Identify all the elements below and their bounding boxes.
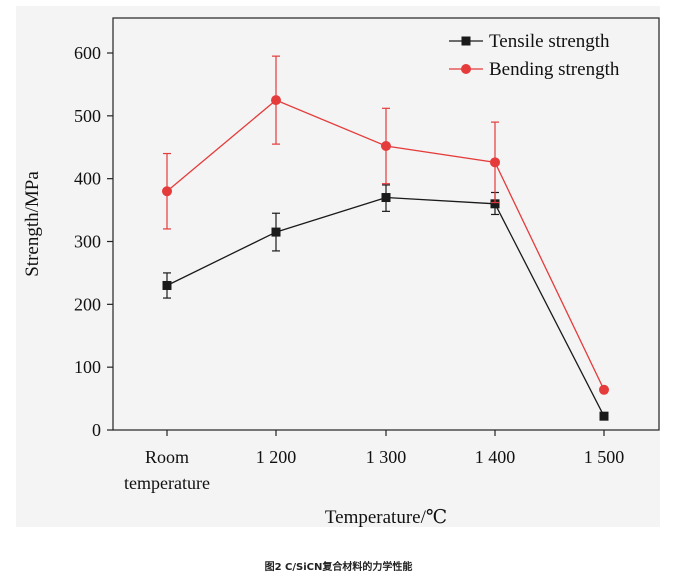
data-point	[162, 280, 172, 290]
y-tick-label: 0	[92, 420, 101, 440]
data-point	[599, 384, 609, 395]
y-tick-label: 300	[74, 232, 101, 252]
legend-label: Bending strength	[489, 59, 620, 80]
data-point	[381, 140, 391, 151]
x-tick-label: 1 500	[584, 447, 625, 467]
data-point	[490, 157, 500, 168]
data-point	[381, 193, 391, 203]
data-point	[490, 199, 500, 209]
legend-label: Tensile strength	[489, 31, 610, 52]
y-axis-title: Strength/MPa	[22, 171, 43, 277]
y-tick-label: 200	[74, 294, 101, 314]
y-tick-label: 100	[74, 357, 101, 377]
x-tick-label: 1 200	[256, 447, 297, 467]
figure-panel	[16, 6, 660, 527]
data-point	[271, 227, 281, 237]
figure-caption: 图2 C/SiCN复合材料的力学性能	[264, 562, 413, 573]
legend-marker	[461, 36, 471, 46]
x-tick-label: 1 400	[475, 447, 516, 467]
y-tick-label: 400	[74, 169, 101, 189]
y-tick-label: 500	[74, 106, 101, 126]
x-tick-label: 1 300	[366, 447, 407, 467]
series-line	[166, 196, 605, 417]
series-1	[162, 55, 609, 395]
strength-chart: 0 100 200 300 400 500 600 Room temperature 1 200 1…	[22, 17, 660, 528]
y-tick-label: 600	[74, 43, 101, 63]
data-point	[162, 186, 172, 197]
series-0	[162, 184, 609, 421]
legend: Tensile strength Bending strength	[449, 31, 620, 80]
x-tick-label: Room	[145, 447, 189, 467]
x-tick-label: temperature	[124, 473, 210, 493]
legend-marker	[461, 64, 471, 74]
x-axis-title: Temperature/℃	[325, 507, 447, 528]
data-point	[599, 411, 609, 421]
data-point	[271, 95, 281, 106]
